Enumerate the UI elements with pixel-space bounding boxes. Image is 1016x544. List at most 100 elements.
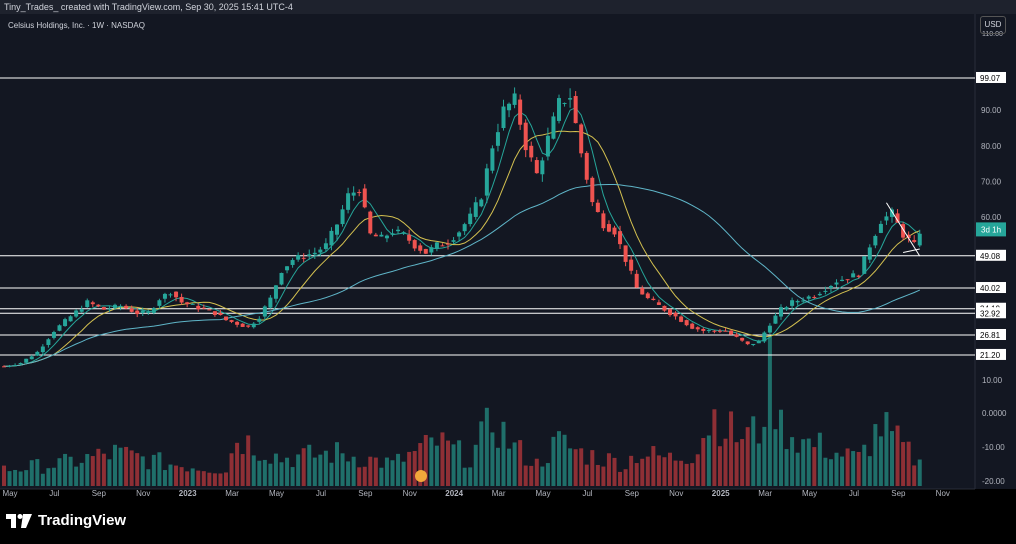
volume-bar — [79, 462, 84, 486]
volume-bar — [51, 467, 56, 486]
price-tick-label: 110.00 — [982, 31, 1003, 38]
volume-tick-label: -10.00 — [982, 443, 1005, 452]
volume-bar — [257, 460, 262, 486]
volume-bar — [90, 456, 95, 486]
chart-area[interactable]: 90.00 80.00 70.00 60.00 110.00 99.07 49.08 40.0… — [0, 14, 1016, 544]
candle-body — [434, 242, 439, 249]
volume-bar — [523, 465, 528, 486]
volume-bar — [701, 438, 706, 486]
candle-body — [673, 312, 678, 317]
candle-body — [462, 224, 467, 232]
time-tick-label: Jul — [316, 489, 326, 498]
candle-body — [773, 315, 778, 324]
candle-body — [96, 304, 101, 307]
candle-body — [479, 199, 484, 207]
volume-bar — [296, 454, 301, 486]
volume-bar — [756, 443, 761, 486]
volume-bar — [429, 437, 434, 486]
candle-body — [2, 366, 6, 368]
volume-bar — [828, 459, 833, 486]
candle-body — [873, 235, 878, 246]
volume-bar — [323, 450, 328, 486]
price-tick-label: 60.00 — [981, 213, 1002, 222]
candle-body — [446, 243, 450, 245]
volume-bar — [107, 459, 112, 486]
candle-body — [867, 247, 872, 260]
volume-bar — [368, 456, 373, 486]
volume-bar — [373, 457, 378, 486]
candle-body — [396, 229, 401, 232]
volume-bar — [773, 429, 778, 486]
volume-bar — [690, 463, 695, 486]
volume-bar — [40, 473, 45, 486]
candle-body — [840, 279, 845, 281]
level-label: 49.08 — [980, 252, 1001, 261]
candle-body — [174, 291, 179, 298]
candle-body — [501, 106, 506, 129]
volume-bar — [74, 466, 79, 486]
volume-bar — [174, 465, 179, 486]
volume-bar — [440, 432, 445, 486]
candle-body — [834, 282, 839, 285]
level-badge — [976, 249, 1006, 261]
volume-bar — [840, 456, 845, 486]
candle-body — [507, 103, 512, 111]
candle-body — [118, 305, 123, 308]
chart-svg[interactable]: 90.00 80.00 70.00 60.00 110.00 99.07 49.08 40.0… — [0, 14, 1016, 544]
volume-bar — [24, 470, 29, 486]
volume-bar — [568, 448, 573, 486]
volume-bar — [246, 435, 251, 486]
candle-body — [640, 288, 645, 295]
brand-name: TradingView — [38, 512, 127, 529]
candle-body — [351, 192, 356, 196]
volume-bar — [651, 446, 656, 486]
candle-body — [723, 330, 728, 332]
volume-bar — [501, 421, 506, 486]
candle-body — [457, 232, 462, 237]
candle-body — [534, 160, 539, 174]
volume-bar — [912, 465, 917, 486]
level-label: 32.92 — [980, 309, 1001, 318]
candle-body — [384, 235, 389, 239]
moving-average-ma_fast — [3, 107, 921, 367]
candle-body — [801, 300, 806, 302]
candle-body — [590, 177, 595, 203]
volume-bar — [179, 467, 184, 486]
candle-body — [140, 310, 145, 313]
candle-body — [418, 245, 423, 251]
volume-bar — [745, 427, 750, 486]
wedge-line — [886, 202, 921, 257]
volume-bar — [817, 432, 822, 486]
candle-body — [518, 99, 523, 125]
volume-bar — [268, 463, 273, 486]
candle-body — [812, 296, 817, 298]
candle-body — [717, 330, 722, 332]
volume-bar — [235, 442, 240, 486]
volume-bar — [867, 456, 872, 486]
candle-body — [668, 309, 672, 316]
volume-bar — [540, 466, 545, 486]
volume-bar — [767, 334, 772, 486]
moving-average-ma_mid — [3, 130, 920, 367]
candle-body — [124, 305, 129, 309]
candle-body — [201, 307, 206, 309]
candle-body — [767, 325, 772, 333]
currency-button[interactable]: USD — [980, 16, 1006, 34]
candle-body — [190, 303, 195, 305]
candle-body — [329, 230, 334, 246]
tradingview-brand[interactable]: TradingView — [6, 512, 126, 529]
candle-body — [895, 213, 900, 223]
volume-bar — [35, 459, 40, 486]
volume-bar — [640, 458, 645, 486]
candle-body — [40, 346, 45, 353]
candle-body — [679, 316, 684, 322]
candle-body — [901, 224, 906, 238]
volume-bar — [884, 412, 889, 486]
volume-bar — [856, 451, 861, 486]
candle-body — [823, 290, 828, 292]
volume-bar — [862, 444, 867, 486]
volume-bar — [13, 469, 18, 486]
time-tick-label: May — [2, 489, 17, 498]
candle-body — [318, 249, 323, 253]
price-tick-label: 70.00 — [981, 177, 1002, 186]
